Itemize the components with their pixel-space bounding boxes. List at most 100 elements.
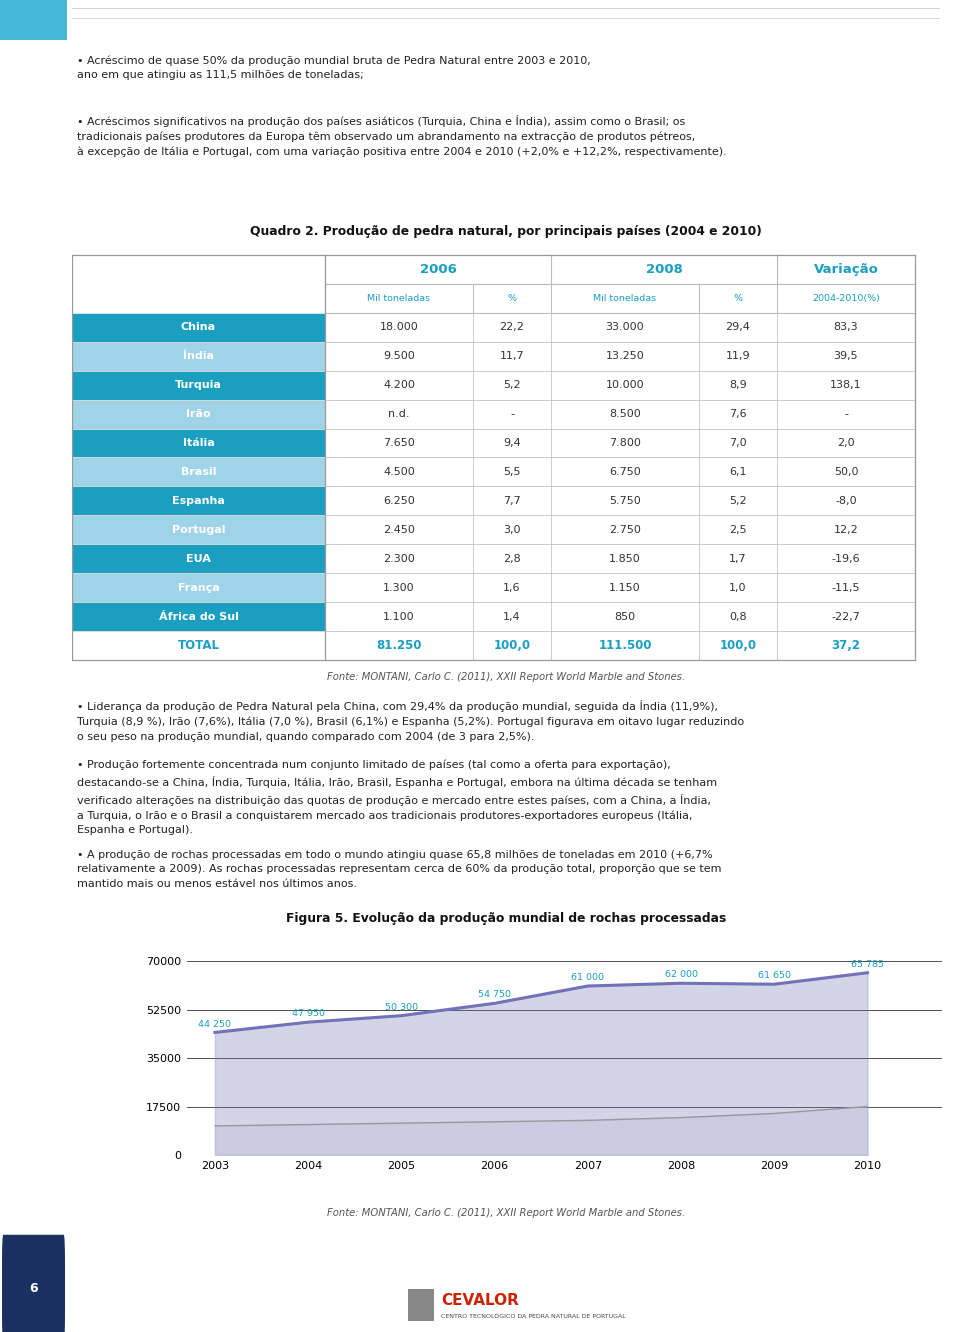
Text: Índia: Índia: [183, 352, 214, 361]
Text: • A produção de rochas processadas em todo o mundo atingiu quase 65,8 milhões de: • A produção de rochas processadas em to…: [77, 850, 722, 888]
Bar: [325, 545, 915, 573]
Text: 4.200: 4.200: [383, 380, 415, 390]
Text: Turquia: Turquia: [175, 380, 222, 390]
Text: 13.250: 13.250: [606, 352, 644, 361]
Text: 18.000: 18.000: [379, 322, 419, 332]
Text: 6: 6: [29, 1281, 37, 1295]
Text: 5.750: 5.750: [610, 496, 641, 506]
Text: Fonte: MONTANI, Carlo C. (2011), XXII Report World Marble and Stones.: Fonte: MONTANI, Carlo C. (2011), XXII Re…: [327, 673, 685, 682]
Text: %: %: [508, 294, 516, 302]
Text: 50,0: 50,0: [833, 468, 858, 477]
Text: 5,2: 5,2: [503, 380, 521, 390]
Text: 22,2: 22,2: [499, 322, 524, 332]
Text: Fonte: MONTANI, Carlo C. (2011), XXII Report World Marble and Stones.: Fonte: MONTANI, Carlo C. (2011), XXII Re…: [327, 1208, 685, 1219]
Text: 138,1: 138,1: [830, 380, 862, 390]
Text: China: China: [180, 322, 216, 332]
Text: 6,1: 6,1: [730, 468, 747, 477]
Text: %: %: [733, 294, 742, 302]
Text: 111.500: 111.500: [598, 639, 652, 653]
Bar: [325, 631, 915, 659]
Bar: [325, 486, 915, 515]
Text: -11,5: -11,5: [831, 582, 860, 593]
Text: • Liderança da produção de Pedra Natural pela China, com 29,4% da produção mundi: • Liderança da produção de Pedra Natural…: [77, 701, 744, 742]
Text: 5,2: 5,2: [730, 496, 747, 506]
Text: 29,4: 29,4: [726, 322, 751, 332]
Text: Figura 5. Evolução da produção mundial de rochas processadas: Figura 5. Evolução da produção mundial d…: [286, 912, 726, 924]
Text: 11,7: 11,7: [500, 352, 524, 361]
Text: 7,0: 7,0: [730, 438, 747, 448]
Text: 1.850: 1.850: [610, 554, 641, 563]
Bar: [325, 342, 915, 370]
Text: 62 000: 62 000: [664, 971, 698, 979]
Text: 1.150: 1.150: [610, 582, 641, 593]
Text: 850: 850: [614, 611, 636, 622]
Text: 6.250: 6.250: [383, 496, 415, 506]
Text: 7,7: 7,7: [503, 496, 521, 506]
Text: ESTRATÉGIA DE COMUNICAÇÃO E MARKETING DA PEDRA NATURAL PORTUGUESA: ESTRATÉGIA DE COMUNICAÇÃO E MARKETING DA…: [28, 485, 39, 847]
Bar: [72, 342, 325, 370]
Text: 9.500: 9.500: [383, 352, 415, 361]
Text: Brasil: Brasil: [180, 468, 216, 477]
Text: 3,0: 3,0: [503, 525, 520, 535]
Text: 10.000: 10.000: [606, 380, 644, 390]
Text: 2,0: 2,0: [837, 438, 854, 448]
Bar: [325, 370, 915, 400]
Bar: [72, 545, 325, 573]
Text: 5,5: 5,5: [503, 468, 520, 477]
Text: 47 950: 47 950: [292, 1010, 324, 1018]
Text: • Produção fortemente concentrada num conjunto limitado de países (tal como a of: • Produção fortemente concentrada num co…: [77, 761, 717, 835]
Text: 2006: 2006: [420, 262, 456, 276]
Text: 37,2: 37,2: [831, 639, 860, 653]
Text: EUA: EUA: [186, 554, 211, 563]
Bar: [0, 0, 67, 40]
Text: n.d.: n.d.: [388, 409, 410, 420]
Text: 8.500: 8.500: [610, 409, 641, 420]
Text: CENTRO TECNOLÓGICO DA PEDRA NATURAL DE PORTUGAL: CENTRO TECNOLÓGICO DA PEDRA NATURAL DE P…: [441, 1315, 626, 1319]
Text: 1,4: 1,4: [503, 611, 521, 622]
Text: 4.500: 4.500: [383, 468, 415, 477]
Text: Mil toneladas: Mil toneladas: [593, 294, 657, 302]
Text: CEVALOR: CEVALOR: [441, 1293, 518, 1308]
Bar: [72, 400, 325, 429]
Text: 50 300: 50 300: [385, 1003, 418, 1012]
Text: 81.250: 81.250: [376, 639, 421, 653]
Bar: [72, 573, 325, 602]
Text: África do Sul: África do Sul: [158, 611, 238, 622]
Text: -: -: [510, 409, 514, 420]
Bar: [72, 515, 325, 545]
Text: 11,9: 11,9: [726, 352, 751, 361]
Text: -: -: [844, 409, 848, 420]
Text: -19,6: -19,6: [831, 554, 860, 563]
Text: 1,6: 1,6: [503, 582, 520, 593]
Text: 100,0: 100,0: [493, 639, 531, 653]
Bar: [325, 429, 915, 457]
Text: 100,0: 100,0: [719, 639, 756, 653]
Text: Irão: Irão: [186, 409, 211, 420]
FancyBboxPatch shape: [2, 1235, 65, 1332]
Bar: [325, 457, 915, 486]
Text: 2.750: 2.750: [609, 525, 641, 535]
Text: 1.100: 1.100: [383, 611, 415, 622]
Text: 1,0: 1,0: [730, 582, 747, 593]
Text: 2,5: 2,5: [730, 525, 747, 535]
Text: França: França: [178, 582, 220, 593]
Text: • Acréscimo de quase 50% da produção mundial bruta de Pedra Natural entre 2003 e: • Acréscimo de quase 50% da produção mun…: [77, 55, 590, 80]
Bar: [72, 631, 325, 659]
Text: 7.650: 7.650: [383, 438, 415, 448]
Text: Portugal: Portugal: [172, 525, 226, 535]
Text: 6.750: 6.750: [610, 468, 641, 477]
Text: Quadro 2. Produção de pedra natural, por principais países (2004 e 2010): Quadro 2. Produção de pedra natural, por…: [251, 225, 762, 238]
Text: -22,7: -22,7: [831, 611, 860, 622]
Bar: [325, 515, 915, 545]
Bar: [325, 573, 915, 602]
Bar: [72, 602, 325, 631]
Bar: [325, 602, 915, 631]
Text: 61 000: 61 000: [571, 974, 604, 982]
Text: 7.800: 7.800: [609, 438, 641, 448]
Text: 33.000: 33.000: [606, 322, 644, 332]
Text: 2.450: 2.450: [383, 525, 415, 535]
Text: TOTAL: TOTAL: [178, 639, 220, 653]
Text: Mil toneladas: Mil toneladas: [368, 294, 431, 302]
Text: 39,5: 39,5: [833, 352, 858, 361]
Bar: [72, 429, 325, 457]
